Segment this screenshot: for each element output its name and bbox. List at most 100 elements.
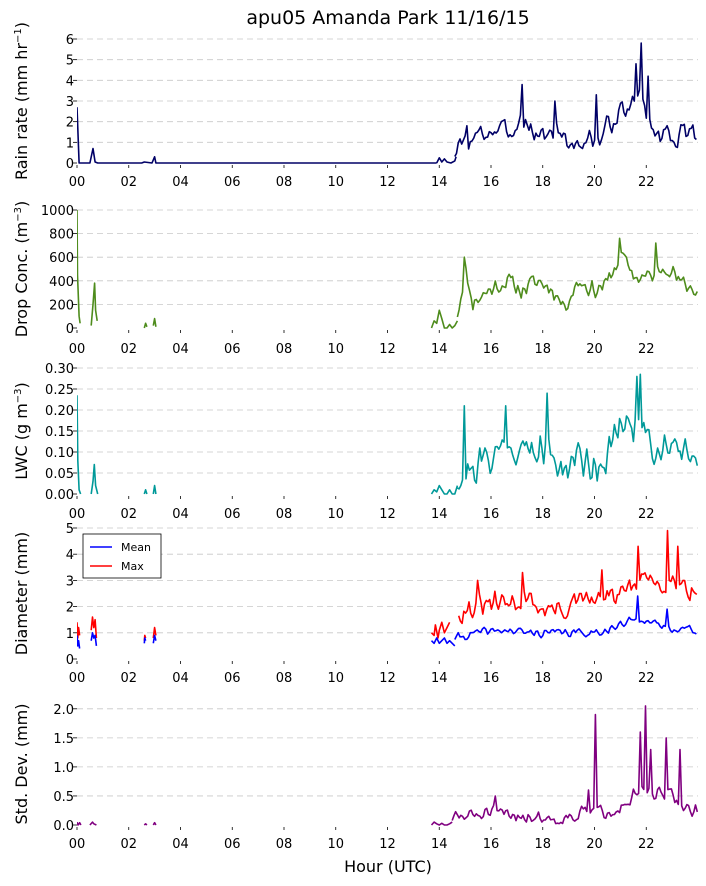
x-tick-label: 00: [69, 837, 86, 852]
x-tick-label: 04: [172, 507, 189, 522]
x-tick-label: 16: [483, 342, 500, 357]
legend-label: Max: [121, 560, 144, 573]
panel-5: 0.0 0.5 1.0 1.5 2.0 00 02 04 06 08 10 12 14 16 18 20 22 S…: [12, 703, 698, 852]
x-tick-label: 18: [534, 342, 551, 357]
y-tick-label: 0: [66, 322, 74, 337]
y-tick-label: 0.00: [45, 488, 74, 503]
x-tick-label: 20: [586, 671, 603, 686]
y-tick-label: 2: [66, 116, 74, 131]
series-line: [77, 622, 81, 639]
series-line: [435, 156, 457, 164]
y-tick-label: 0.30: [45, 362, 74, 377]
series-line: [77, 395, 82, 495]
x-tick-label: 08: [276, 671, 293, 686]
y-tick-label: 1000: [41, 204, 74, 219]
x-tick-label: 12: [379, 507, 396, 522]
x-tick-label: 00: [69, 671, 86, 686]
series-line: [451, 705, 698, 825]
y-tick-label: 800: [49, 228, 74, 243]
x-tick-label: 20: [586, 837, 603, 852]
legend-label: Mean: [121, 541, 151, 554]
x-tick-label: 02: [120, 507, 137, 522]
y-axis-label: LWC (g m−3): [12, 382, 31, 480]
series-1: [77, 705, 698, 826]
series-line: [454, 595, 697, 641]
y-tick-label: 600: [49, 251, 74, 266]
series-line: [152, 484, 157, 495]
x-tick-label: 06: [224, 837, 241, 852]
x-tick-label: 10: [327, 175, 344, 190]
series-line: [456, 237, 698, 318]
x-tick-label: 02: [120, 342, 137, 357]
y-tick-label: 0: [66, 157, 74, 172]
series-1: [77, 42, 697, 164]
y-tick-label: 6: [66, 33, 74, 48]
y-tick-label: 0.05: [45, 467, 74, 482]
y-tick-label: 0.20: [45, 404, 74, 419]
series-line: [430, 484, 459, 495]
x-tick-label: 14: [431, 175, 448, 190]
x-tick-label: 06: [224, 507, 241, 522]
legend: Mean Max: [82, 533, 162, 579]
series-line: [152, 317, 157, 327]
series-line: [456, 373, 698, 490]
x-tick-label: 16: [483, 507, 500, 522]
y-tick-label: 400: [49, 275, 74, 290]
x-tick-label: 20: [586, 342, 603, 357]
series-line: [143, 822, 148, 826]
y-tick-label: 0.10: [45, 446, 74, 461]
series-line: [430, 637, 456, 647]
x-tick-label: 22: [638, 837, 655, 852]
series-mean: [77, 595, 697, 649]
series-line: [152, 626, 157, 639]
y-tick-label: 4: [66, 548, 74, 563]
x-tick-label: 22: [638, 507, 655, 522]
series-line: [430, 309, 459, 329]
series-line: [143, 488, 148, 495]
x-tick-label: 22: [638, 175, 655, 190]
y-tick-label: 1: [66, 136, 74, 151]
x-tick-label: 00: [69, 507, 86, 522]
series-line: [143, 637, 147, 644]
series-line: [90, 631, 98, 646]
y-tick-label: 4: [66, 74, 74, 89]
x-tick-label: 22: [638, 342, 655, 357]
x-tick-label: 18: [534, 837, 551, 852]
series-line: [152, 634, 157, 644]
y-tick-label: 200: [49, 298, 74, 313]
series-line: [430, 821, 453, 826]
y-axis-label: Diameter (mm): [12, 532, 31, 655]
y-tick-label: 3: [66, 95, 74, 110]
series-line: [143, 322, 148, 329]
panel-2: 0 200 400 600 800 1000 00 02 04 06 08 10 12 14 16 18 20 2…: [12, 201, 698, 357]
y-axis-label: Std. Dev. (mm): [12, 704, 31, 825]
y-tick-label: 1.0: [53, 761, 74, 776]
y-axis-label: Drop Conc. (m−3): [12, 201, 31, 337]
series-line: [454, 42, 697, 157]
x-tick-label: 06: [224, 175, 241, 190]
x-tick-label: 00: [69, 342, 86, 357]
series-1: [77, 373, 698, 495]
x-tick-label: 12: [379, 837, 396, 852]
series-line: [77, 635, 81, 649]
x-tick-label: 20: [586, 507, 603, 522]
y-tick-label: 2.0: [53, 703, 74, 718]
y-tick-label: 3: [66, 574, 74, 589]
x-tick-label: 08: [276, 175, 293, 190]
series-line: [90, 463, 99, 495]
y-tick-label: 5: [66, 54, 74, 69]
x-tick-label: 18: [534, 671, 551, 686]
y-tick-label: 5: [66, 522, 74, 537]
x-tick-label: 22: [638, 671, 655, 686]
x-tick-label: 12: [379, 671, 396, 686]
x-tick-label: 12: [379, 342, 396, 357]
series-line: [152, 821, 157, 826]
y-tick-label: 0.5: [53, 790, 74, 805]
x-tick-label: 14: [431, 507, 448, 522]
series-line: [90, 616, 98, 639]
x-tick-label: 04: [172, 837, 189, 852]
x-tick-label: 16: [483, 837, 500, 852]
x-tick-label: 04: [172, 175, 189, 190]
